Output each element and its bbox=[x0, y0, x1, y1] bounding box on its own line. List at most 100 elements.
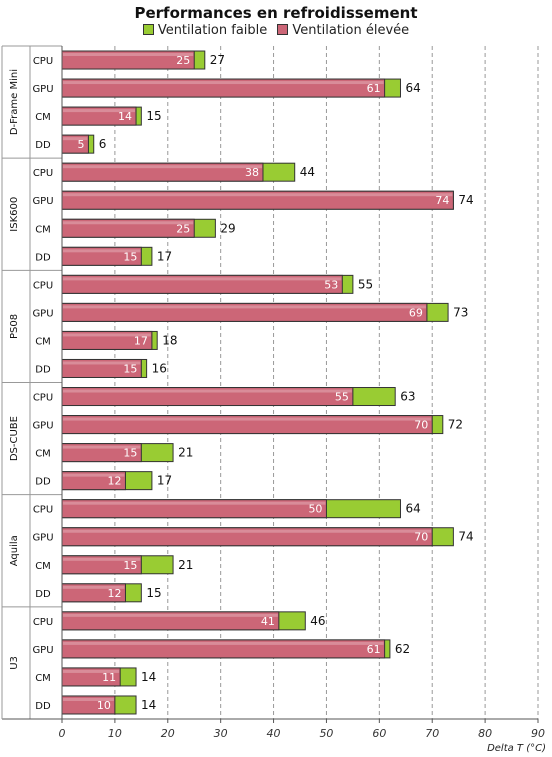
data-label-faible: 17 bbox=[157, 474, 172, 488]
data-label-faible: 29 bbox=[220, 221, 235, 235]
category-label: GPU bbox=[32, 308, 53, 319]
category-label: DD bbox=[35, 140, 51, 151]
data-label-faible: 6 bbox=[99, 137, 107, 151]
data-label-faible: 46 bbox=[310, 614, 325, 628]
category-label: DD bbox=[35, 477, 51, 488]
data-label-faible: 44 bbox=[300, 165, 315, 179]
data-label-elevee: 50 bbox=[308, 503, 322, 516]
category-label: CM bbox=[35, 561, 51, 572]
bar-highlight bbox=[63, 417, 432, 421]
data-label-faible: 21 bbox=[178, 446, 193, 460]
category-label: CPU bbox=[33, 617, 53, 628]
data-label-faible: 55 bbox=[358, 277, 373, 291]
category-label: DD bbox=[35, 701, 51, 712]
x-tick-label: 40 bbox=[267, 727, 281, 740]
legend: Ventilation faible Ventilation élevée bbox=[0, 23, 552, 38]
data-label-elevee: 25 bbox=[176, 222, 190, 235]
data-label-faible: 64 bbox=[405, 81, 420, 95]
data-label-elevee: 70 bbox=[414, 419, 428, 432]
bar-highlight bbox=[63, 193, 453, 197]
x-tick-label: 80 bbox=[478, 727, 492, 740]
x-tick-label: 90 bbox=[531, 727, 545, 740]
group-label: D-Frame Mini bbox=[9, 69, 20, 135]
data-label-faible: 15 bbox=[146, 586, 161, 600]
data-label-faible: 27 bbox=[210, 53, 225, 67]
data-label-faible: 64 bbox=[405, 502, 420, 516]
bar-highlight bbox=[63, 669, 120, 673]
data-label-faible: 72 bbox=[448, 418, 463, 432]
bar-highlight bbox=[63, 305, 426, 309]
data-label-faible: 74 bbox=[458, 193, 473, 207]
bar-highlight bbox=[63, 445, 141, 449]
category-label: GPU bbox=[32, 84, 53, 95]
x-tick-label: 60 bbox=[372, 727, 386, 740]
category-label: CM bbox=[35, 224, 51, 235]
category-label: GPU bbox=[32, 196, 53, 207]
data-label-faible: 16 bbox=[152, 361, 167, 375]
category-label: DD bbox=[35, 364, 51, 375]
category-label: CPU bbox=[33, 56, 53, 67]
bar-highlight bbox=[63, 53, 194, 57]
bar-highlight bbox=[63, 529, 432, 533]
category-label: CM bbox=[35, 449, 51, 460]
x-tick-label: 70 bbox=[425, 727, 439, 740]
data-label-elevee: 15 bbox=[123, 250, 137, 263]
legend-label-elevee: Ventilation élevée bbox=[292, 23, 410, 38]
category-label: GPU bbox=[32, 533, 53, 544]
category-label: CM bbox=[35, 112, 51, 123]
category-label: CPU bbox=[33, 168, 53, 179]
category-label: CPU bbox=[33, 505, 53, 516]
data-label-elevee: 15 bbox=[123, 362, 137, 375]
x-tick-label: 20 bbox=[161, 727, 175, 740]
bar-highlight bbox=[63, 613, 278, 617]
group-label: ISK600 bbox=[9, 197, 20, 232]
bar-highlight bbox=[63, 221, 194, 225]
data-label-elevee: 53 bbox=[324, 278, 338, 291]
data-label-elevee: 61 bbox=[367, 643, 381, 656]
legend-label-faible: Ventilation faible bbox=[157, 23, 268, 38]
data-label-faible: 21 bbox=[178, 558, 193, 572]
category-label: CPU bbox=[33, 393, 53, 404]
data-label-elevee: 12 bbox=[107, 475, 121, 488]
bar-highlight bbox=[63, 361, 141, 365]
category-label: CM bbox=[35, 673, 51, 684]
chart-title: Performances en refroidissement bbox=[134, 4, 418, 22]
bar-highlight bbox=[63, 277, 342, 281]
bar-highlight bbox=[63, 585, 125, 589]
data-label-elevee: 74 bbox=[435, 194, 449, 207]
data-label-elevee: 5 bbox=[77, 138, 84, 151]
group-label: U3 bbox=[9, 656, 20, 670]
bar-highlight bbox=[63, 389, 352, 393]
data-label-elevee: 15 bbox=[123, 559, 137, 572]
bar-highlight bbox=[63, 333, 151, 337]
bar-highlight bbox=[63, 165, 262, 169]
bar-highlight bbox=[63, 473, 125, 477]
group-label: DS-CUBE bbox=[9, 416, 20, 461]
data-label-elevee: 10 bbox=[97, 699, 111, 712]
x-tick-label: 10 bbox=[108, 727, 122, 740]
legend-swatch-faible bbox=[142, 24, 154, 35]
x-axis-label: Delta T (°C) bbox=[487, 743, 546, 754]
x-tick-label: 30 bbox=[214, 727, 228, 740]
bar-highlight bbox=[63, 249, 141, 253]
category-label: CM bbox=[35, 336, 51, 347]
bar-highlight bbox=[63, 641, 384, 645]
data-label-faible: 14 bbox=[141, 698, 156, 712]
category-label: CPU bbox=[33, 280, 53, 291]
data-label-elevee: 41 bbox=[261, 615, 275, 628]
data-label-elevee: 25 bbox=[176, 54, 190, 67]
category-label: DD bbox=[35, 252, 51, 263]
data-label-faible: 14 bbox=[141, 670, 156, 684]
data-label-faible: 74 bbox=[458, 530, 473, 544]
data-label-faible: 17 bbox=[157, 249, 172, 263]
legend-item-elevee: Ventilation élevée bbox=[277, 23, 409, 38]
data-label-faible: 15 bbox=[146, 109, 161, 123]
group-label: Aquila bbox=[9, 535, 20, 566]
category-label: GPU bbox=[32, 645, 53, 656]
data-label-elevee: 14 bbox=[118, 110, 132, 123]
data-label-elevee: 55 bbox=[335, 391, 349, 404]
bar-highlight bbox=[63, 109, 136, 113]
data-label-elevee: 69 bbox=[409, 306, 423, 319]
bar-highlight bbox=[63, 81, 384, 85]
